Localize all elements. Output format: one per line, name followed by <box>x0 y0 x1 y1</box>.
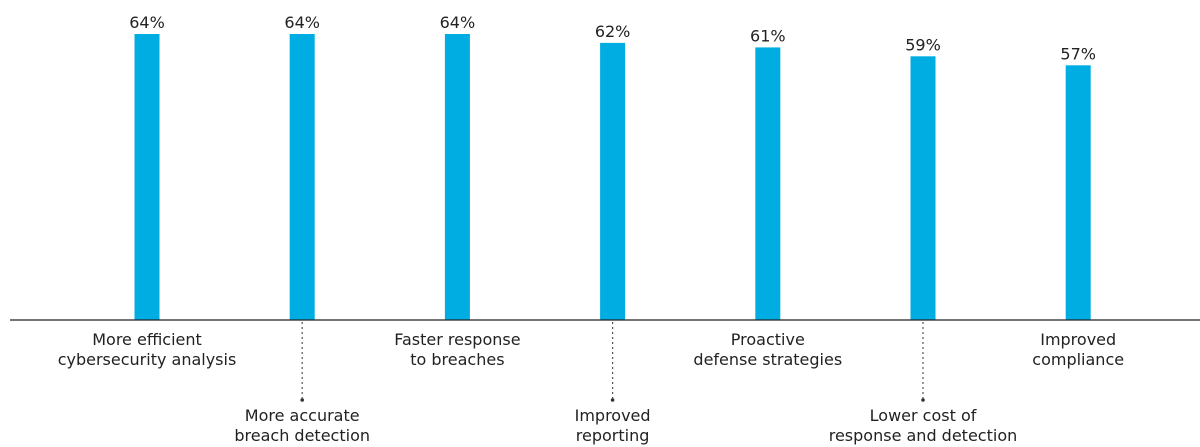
value-label-1: 64% <box>129 13 165 32</box>
bar-6 <box>910 56 936 321</box>
value-label-6: 59% <box>905 35 941 54</box>
category-label-1: More efficient cybersecurity analysis <box>58 330 237 369</box>
category-label-6: Lower cost of response and detection <box>829 406 1018 445</box>
bar-4 <box>600 42 626 321</box>
value-label-7: 57% <box>1060 44 1096 63</box>
category-label-3: Faster response to breaches <box>394 330 520 369</box>
category-label-7: Improved compliance <box>1032 330 1124 369</box>
leader-dot-6 <box>921 398 925 402</box>
category-label-2: More accurate breach detection <box>234 406 370 445</box>
bar-1 <box>134 34 160 320</box>
value-labels-group: 64% 64% 64% 62% 61% 59% 57% <box>129 13 1096 63</box>
category-label-5: Proactive defense strategies <box>693 330 842 369</box>
bar-7 <box>1065 65 1091 320</box>
bar-2 <box>289 34 315 320</box>
value-label-3: 64% <box>440 13 476 32</box>
category-labels-group: More efficient cybersecurity analysis More… <box>58 330 1124 445</box>
value-label-5: 61% <box>750 26 786 45</box>
bar-3 <box>444 34 470 320</box>
leader-dot-2 <box>300 398 305 402</box>
value-label-2: 64% <box>284 13 320 32</box>
bars-group <box>134 34 1091 321</box>
category-label-4: Improved reporting <box>575 406 651 445</box>
leader-dot-4 <box>610 398 615 402</box>
value-label-4: 62% <box>595 22 631 41</box>
bar-5 <box>755 47 781 321</box>
leader-lines-group <box>300 322 925 402</box>
